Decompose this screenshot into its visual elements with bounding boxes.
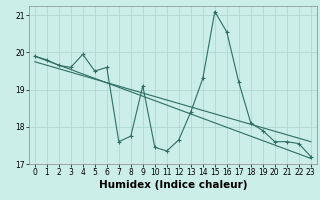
X-axis label: Humidex (Indice chaleur): Humidex (Indice chaleur) [99, 180, 247, 190]
